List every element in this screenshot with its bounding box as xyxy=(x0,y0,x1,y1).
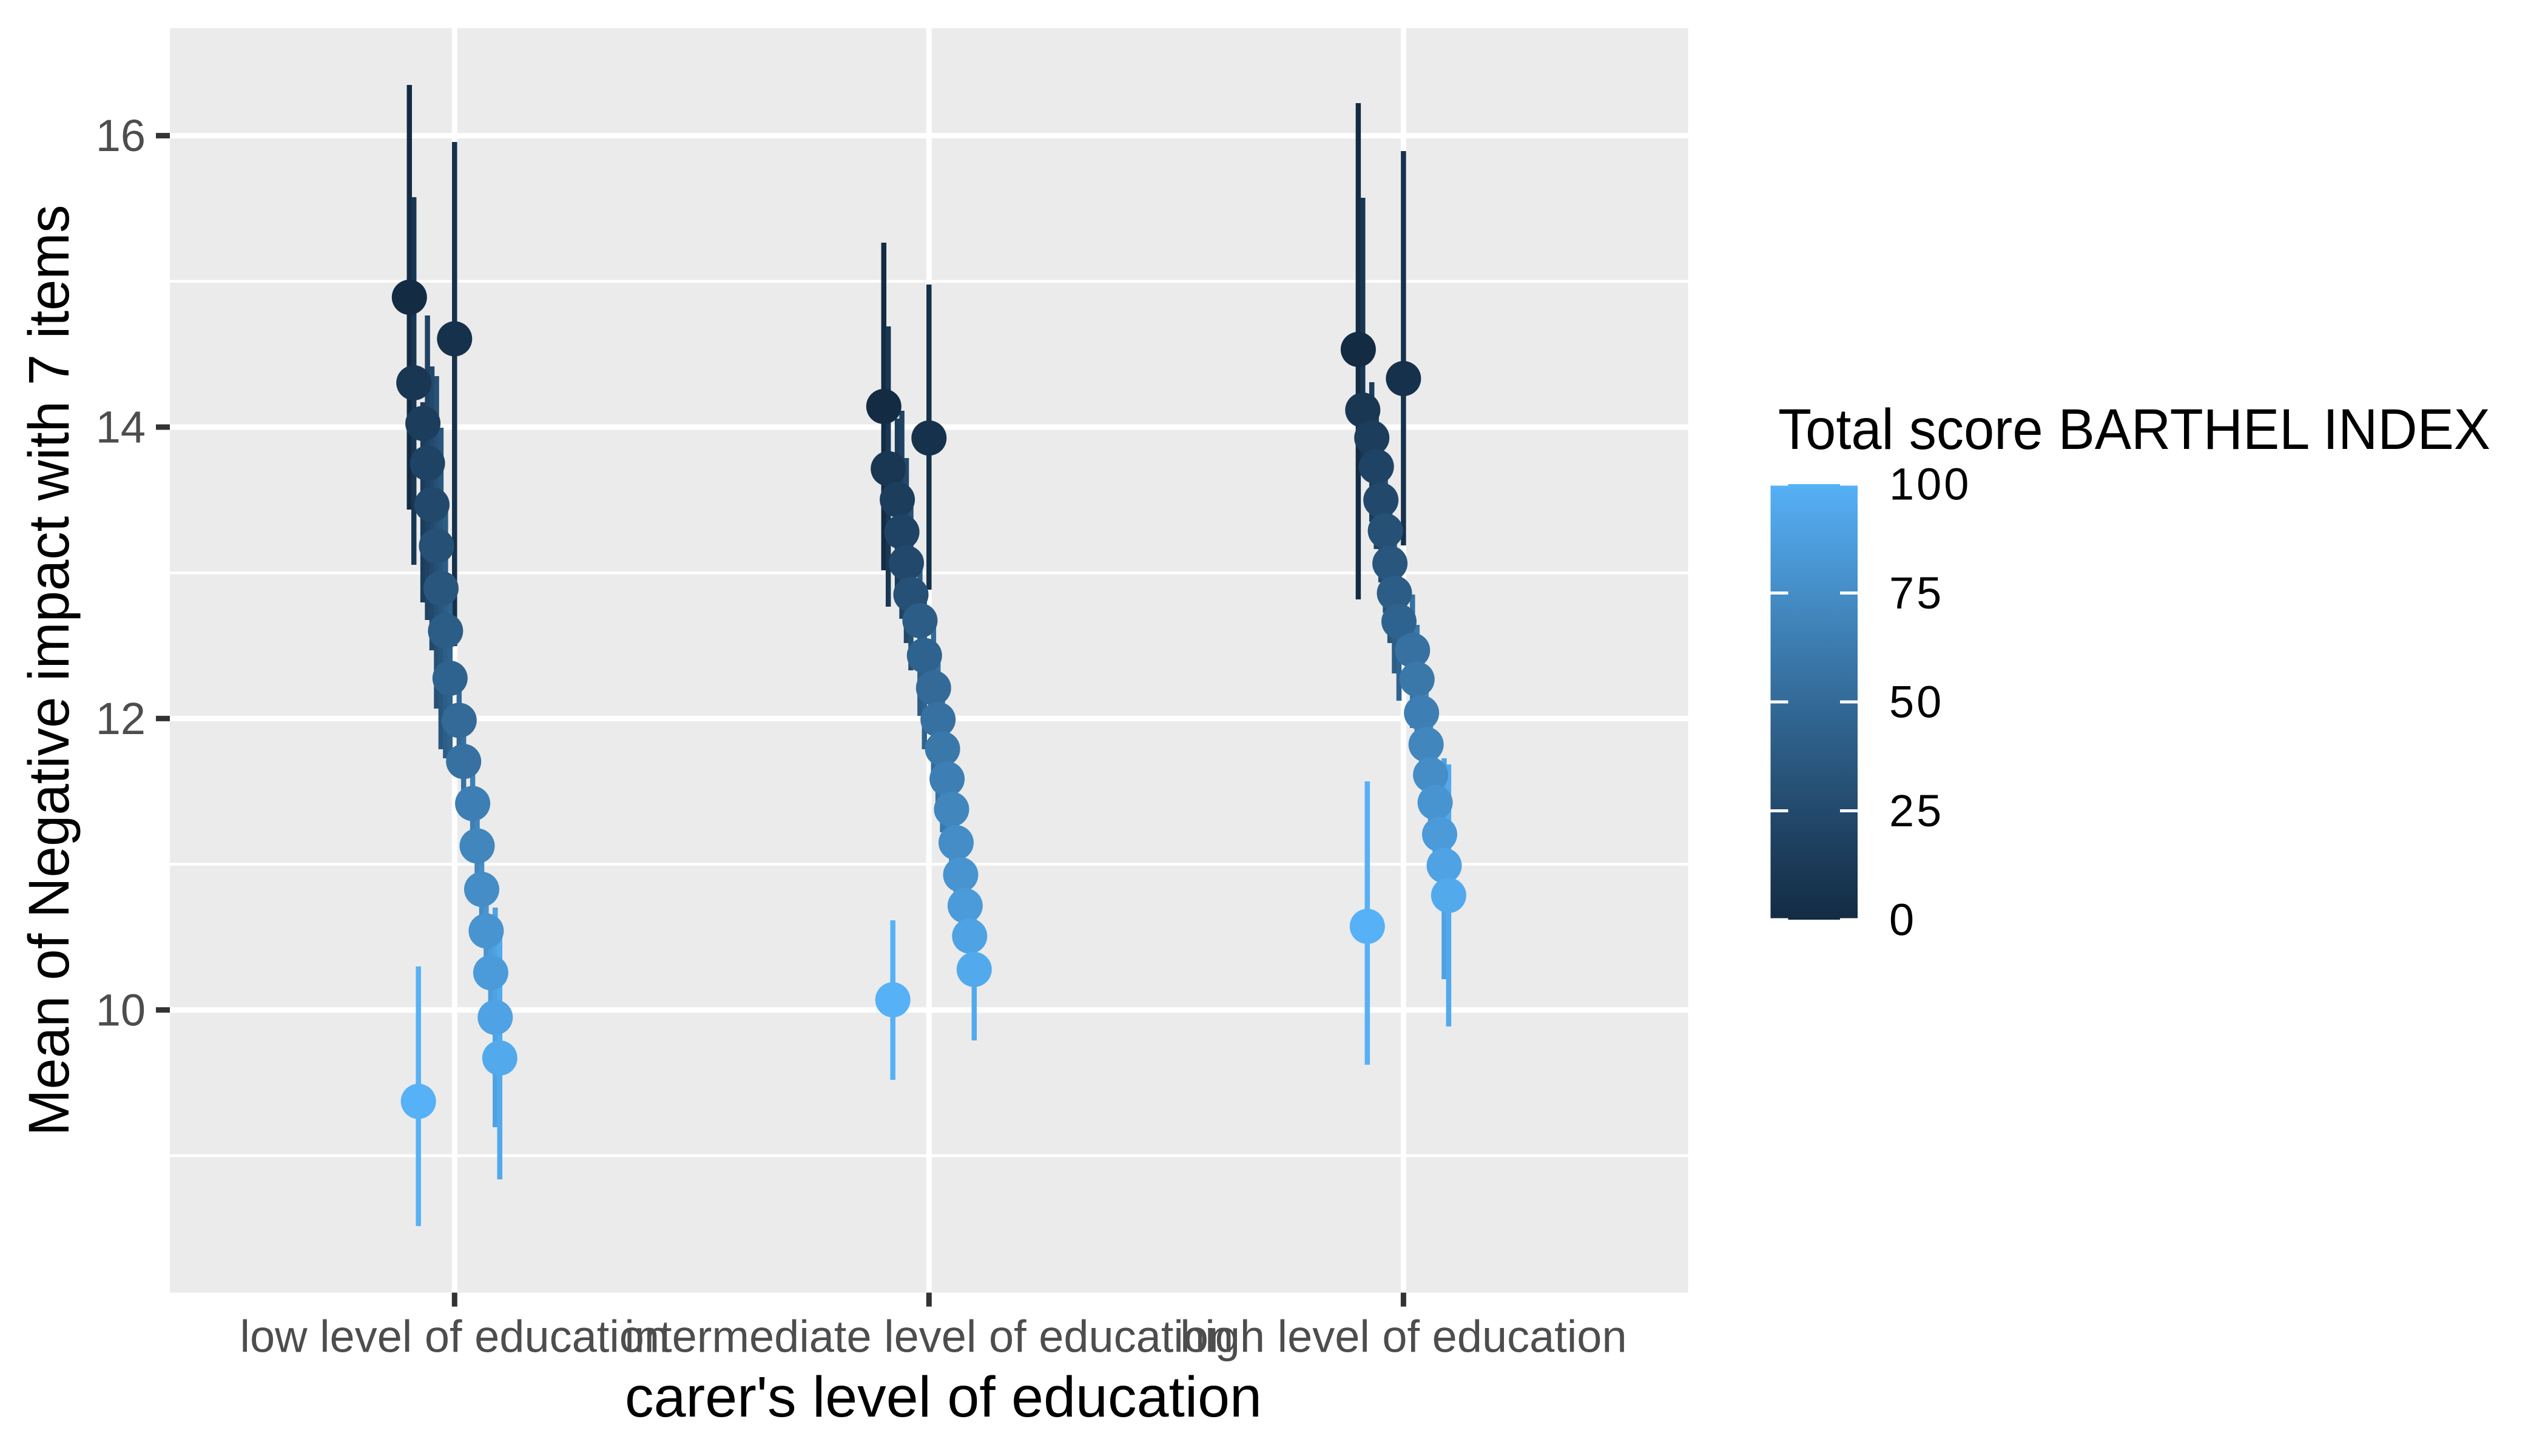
svg-text:14: 14 xyxy=(96,402,146,453)
svg-text:10: 10 xyxy=(96,985,146,1035)
svg-text:Mean of Negative impact with 7: Mean of Negative impact with 7 items xyxy=(17,205,81,1136)
svg-text:100: 100 xyxy=(1889,459,1971,510)
svg-text:0: 0 xyxy=(1889,895,1916,945)
svg-text:25: 25 xyxy=(1889,786,1944,836)
svg-text:Total score BARTHEL INDEX: Total score BARTHEL INDEX xyxy=(1778,397,2490,462)
svg-text:75: 75 xyxy=(1889,568,1944,618)
svg-text:low level of education: low level of education xyxy=(240,1311,670,1361)
svg-text:50: 50 xyxy=(1889,677,1944,727)
svg-text:16: 16 xyxy=(96,110,146,161)
svg-text:high level of education: high level of education xyxy=(1180,1311,1626,1361)
svg-text:carer's level of education: carer's level of education xyxy=(625,1365,1262,1429)
svg-text:12: 12 xyxy=(96,693,146,744)
svg-text:intermediate level of educatio: intermediate level of education xyxy=(624,1311,1233,1361)
